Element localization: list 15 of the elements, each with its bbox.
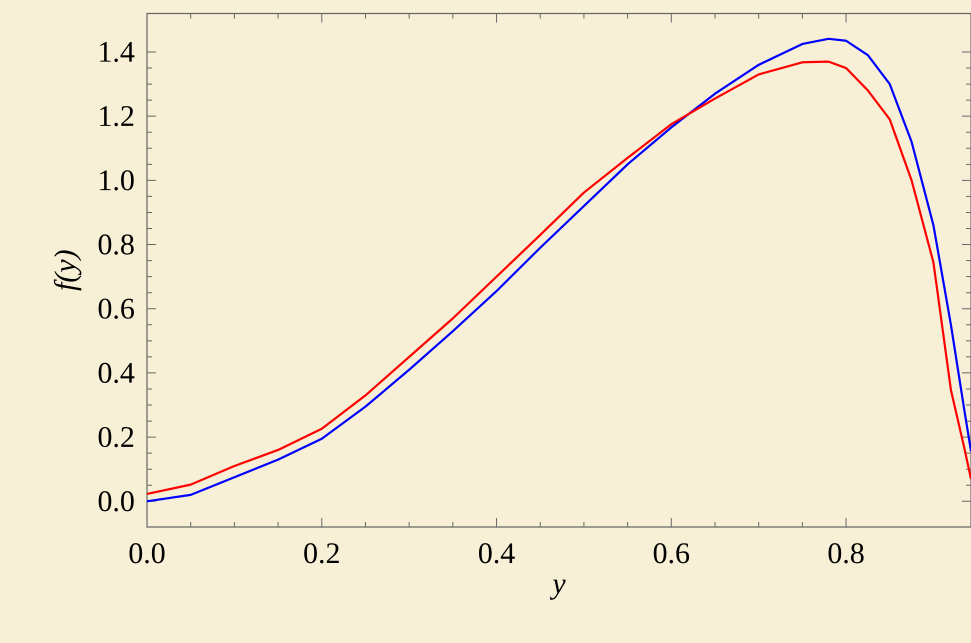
y-tick-label: 0.8: [98, 234, 134, 255]
x-tick-label: 0.0: [129, 543, 165, 564]
y-tick-label: 1.2: [100, 106, 134, 126]
x-axis-title: y: [550, 580, 566, 600]
y-tick-label: 0.2: [98, 426, 134, 448]
x-tick-label: 0.2: [304, 543, 339, 564]
x-tick-label: 0.4: [478, 543, 515, 564]
y-tick-label: 0.4: [98, 362, 134, 384]
y-tick-label: 0.6: [98, 298, 134, 319]
y-tick-label: 1.4: [100, 42, 134, 62]
y-tick-label: 1.0: [100, 170, 134, 191]
y-axis-title: f(y): [54, 250, 82, 291]
x-tick-label: 0.8: [828, 543, 864, 564]
y-tick-label: 0.0: [98, 491, 134, 512]
x-tick-label: 0.6: [654, 543, 690, 564]
